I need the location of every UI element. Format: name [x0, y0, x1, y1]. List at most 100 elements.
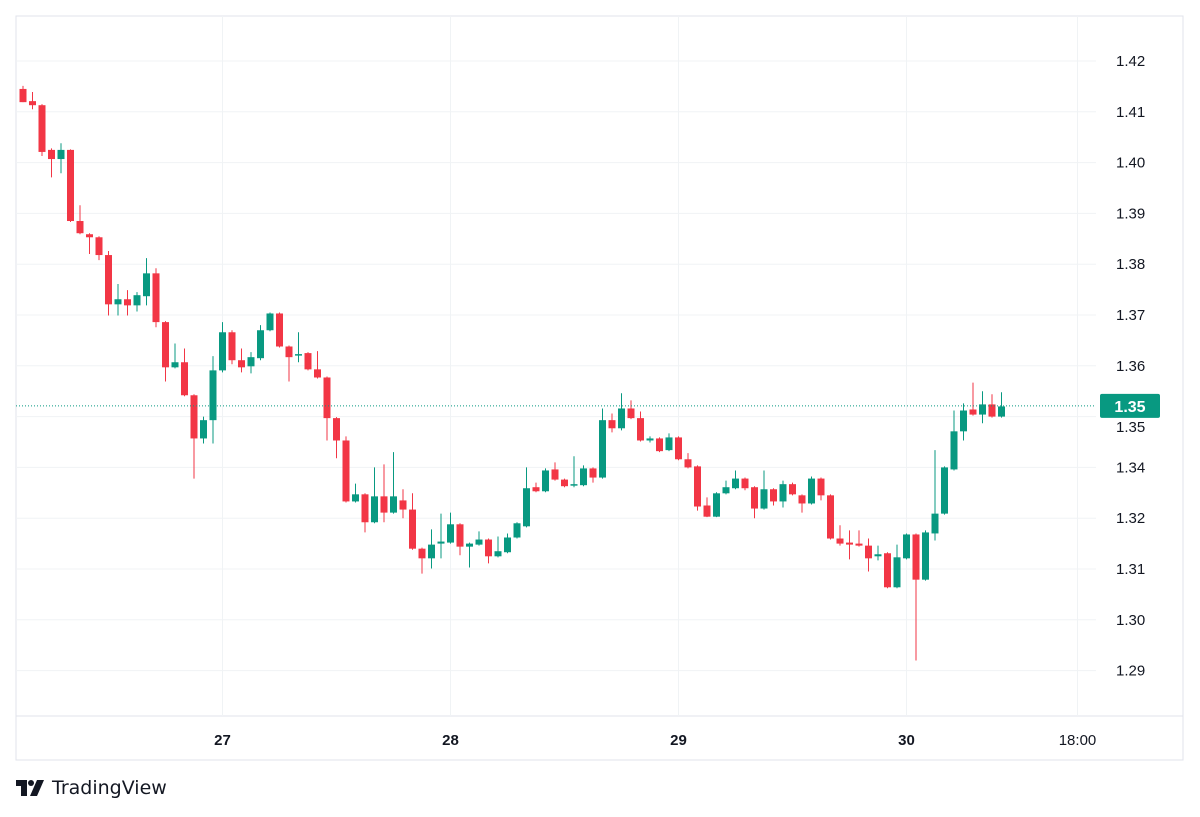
y-tick-label: 1.34: [1116, 459, 1145, 476]
y-tick-label: 1.41: [1116, 104, 1145, 121]
candle: [779, 480, 787, 508]
x-tick-label: 27: [214, 732, 231, 749]
candle: [361, 493, 369, 533]
candle-body: [86, 234, 93, 238]
y-tick-label: 1.40: [1116, 155, 1145, 172]
candle-body: [665, 437, 673, 451]
candle: [855, 530, 863, 547]
candle: [979, 391, 986, 424]
y-tick-label: 1.31: [1116, 561, 1145, 578]
candle: [352, 483, 359, 503]
candle: [285, 345, 293, 382]
candle: [751, 486, 758, 519]
candle: [770, 488, 777, 506]
candle: [428, 529, 435, 569]
candle-body: [532, 487, 540, 492]
candle: [684, 453, 692, 469]
candle: [380, 464, 388, 523]
candle: [190, 394, 198, 479]
candle-body: [276, 313, 283, 347]
candle: [171, 343, 179, 369]
tradingview-logo-icon: [16, 780, 44, 796]
candle: [846, 530, 853, 560]
candle: [732, 470, 739, 490]
candle: [67, 149, 74, 223]
candle: [874, 545, 882, 561]
candle: [475, 531, 483, 546]
candle: [637, 411, 644, 442]
candle-body: [551, 469, 559, 480]
candle-body: [304, 353, 312, 370]
candle: [599, 408, 606, 479]
candle: [86, 233, 93, 255]
candle-body: [95, 237, 103, 256]
candle: [399, 489, 407, 519]
candle: [38, 104, 46, 156]
candle: [608, 413, 616, 433]
y-tick-label: 1.30: [1116, 612, 1145, 629]
candle-body: [912, 534, 920, 580]
candle-body: [114, 299, 122, 305]
price-axis[interactable]: 1.42 1.41 1.40 1.39 1.38 1.37 1.36 1.35 1.34 1.32…: [1116, 53, 1145, 680]
candle: [456, 523, 464, 556]
candle-body: [105, 255, 112, 305]
candle-body: [219, 332, 226, 371]
candle: [798, 494, 806, 513]
candle: [760, 470, 768, 510]
candle-body: [751, 487, 758, 509]
time-axis[interactable]: 27 28 29 30 18:00: [214, 732, 1096, 749]
candle: [646, 436, 654, 443]
candle-body: [494, 551, 502, 557]
candle-body: [637, 418, 644, 441]
candle: [808, 476, 815, 505]
candle: [694, 465, 701, 511]
candle-body: [817, 478, 825, 496]
candle-body: [703, 505, 711, 517]
candle-body: [285, 346, 293, 358]
candle-body: [618, 408, 625, 429]
candle: [29, 91, 36, 110]
candle: [114, 284, 122, 316]
candle: [143, 258, 150, 306]
candle: [162, 321, 169, 382]
candle-body: [760, 489, 768, 509]
candle-body: [741, 478, 749, 489]
candle: [409, 493, 416, 550]
candle-body: [513, 523, 521, 538]
candle: [618, 393, 625, 431]
candle: [561, 478, 568, 488]
candle-body: [798, 495, 806, 504]
candle-body: [656, 438, 663, 452]
candle-body: [627, 408, 635, 419]
candle-body: [238, 360, 245, 368]
candle-body: [19, 88, 27, 103]
candle-body: [323, 377, 331, 419]
candle: [504, 533, 511, 554]
candle-body: [713, 493, 720, 517]
candle: [703, 497, 711, 518]
candle-body: [29, 101, 36, 106]
candle-body: [855, 543, 863, 546]
candle-body: [675, 437, 682, 460]
candle: [865, 538, 872, 572]
candle-body: [846, 542, 853, 545]
candle-body: [789, 484, 796, 495]
candle: [836, 525, 844, 546]
logo-text: TradingView: [52, 777, 167, 799]
candle: [969, 382, 977, 416]
y-tick-label: 1.42: [1116, 53, 1145, 70]
candle-body: [418, 548, 426, 559]
candle: [314, 351, 321, 379]
y-tick-label: 1.29: [1116, 663, 1145, 680]
candle: [219, 322, 226, 373]
candle-body: [371, 496, 378, 523]
candle-body: [38, 105, 46, 152]
candle: [523, 467, 530, 528]
candle: [276, 312, 283, 348]
candle: [19, 85, 27, 103]
candle: [437, 513, 445, 559]
candle-body: [466, 543, 473, 547]
chart-frame: [15, 15, 1184, 761]
y-tick-label: 1.38: [1116, 256, 1145, 273]
tradingview-logo[interactable]: TradingView: [16, 777, 167, 799]
